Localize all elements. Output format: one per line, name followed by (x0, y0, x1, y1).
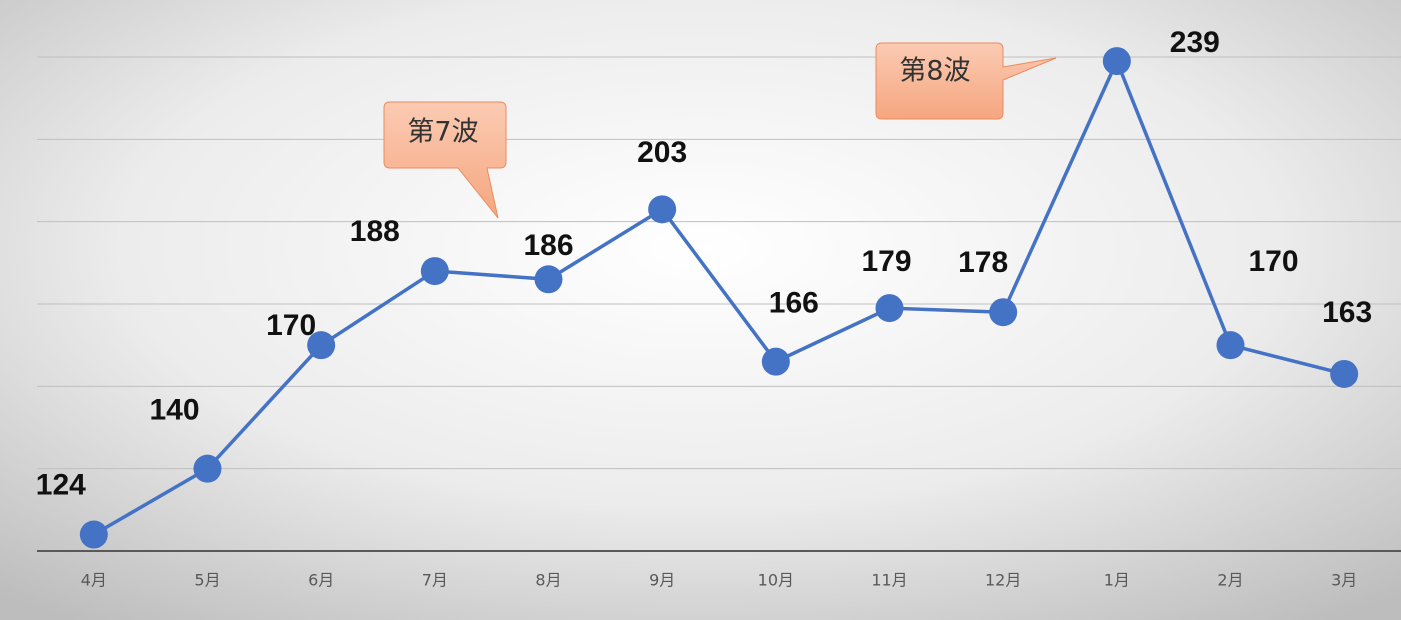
x-tick-label: 9月 (649, 571, 675, 590)
x-tick-label: 1月 (1104, 571, 1130, 590)
line (92, 56, 1345, 537)
data-label: 186 (523, 229, 573, 262)
x-tick-label: 12月 (985, 571, 1021, 590)
marker (1330, 359, 1359, 388)
data-label: 163 (1322, 296, 1372, 329)
marker (307, 331, 336, 360)
marker (648, 195, 677, 224)
x-tick-label: 4月 (81, 571, 107, 590)
data-label: 170 (1248, 245, 1298, 278)
marker (875, 294, 904, 323)
marker (534, 265, 563, 294)
callout-shape (875, 42, 1057, 120)
marker (989, 298, 1018, 327)
data-label: 166 (769, 287, 819, 320)
data-label: 170 (266, 309, 316, 342)
callout-7: 第7波 (383, 101, 507, 219)
x-tick-label: 10月 (758, 571, 794, 590)
data-label: 239 (1170, 26, 1220, 59)
x-tick-label: 2月 (1217, 571, 1243, 590)
annotation: 第8波 (899, 56, 970, 87)
x-tick-label: 6月 (308, 571, 334, 590)
marker (1102, 47, 1131, 76)
marker (1216, 331, 1245, 360)
annotation: 第7波 (407, 117, 478, 148)
marker (79, 520, 108, 549)
x-tick-label: 8月 (535, 571, 561, 590)
data-label: 179 (861, 245, 911, 278)
callout-8: 第8波 (875, 42, 1057, 120)
x-tick-label: 11月 (871, 571, 907, 590)
marker (193, 454, 222, 483)
data-label: 140 (149, 394, 199, 427)
marker (761, 347, 790, 376)
x-tick-label: 7月 (422, 571, 448, 590)
data-label: 203 (637, 136, 687, 169)
data-label: 178 (958, 246, 1008, 279)
data-label: 188 (350, 215, 400, 248)
x-tick-label: 3月 (1331, 571, 1357, 590)
marker (420, 257, 449, 286)
x-tick-label: 5月 (194, 571, 220, 590)
callout-shape (383, 101, 507, 219)
data-label: 124 (36, 468, 86, 501)
